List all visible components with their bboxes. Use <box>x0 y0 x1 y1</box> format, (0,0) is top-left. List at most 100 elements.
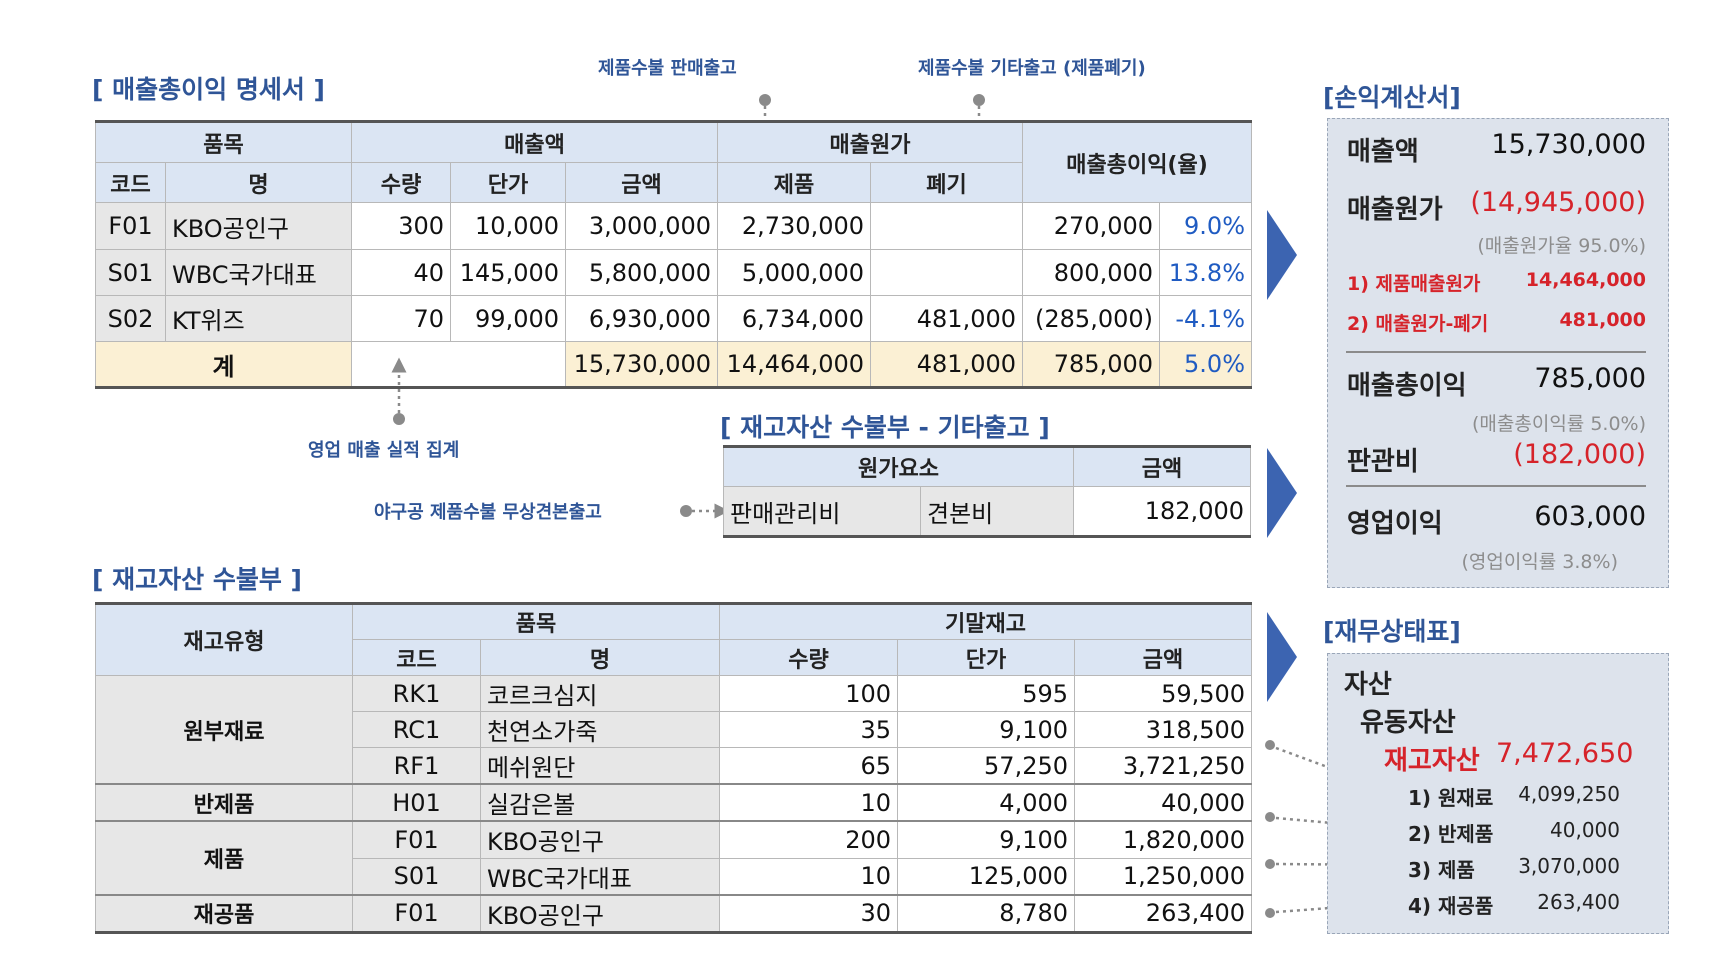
cell-amount: 1,820,000 <box>1074 820 1253 859</box>
inventory-other-title: [ 재고자산 수불부 - 기타출고 ] <box>720 413 1050 442</box>
bs-item-label: 3) 제품 <box>1408 858 1475 882</box>
cogs-value: (14,945,000) <box>1470 187 1646 218</box>
cell-product: 5,000,000 <box>717 249 872 296</box>
cell-code: S01 <box>95 249 166 296</box>
cell-product: 6,734,000 <box>717 295 872 342</box>
connector-semi <box>1265 812 1406 836</box>
total-rate: 5.0% <box>1159 341 1253 388</box>
cell-type: 반제품 <box>95 783 353 822</box>
cell-gp: 270,000 <box>1022 202 1161 250</box>
cell-qty: 200 <box>719 820 899 859</box>
gross-profit-title: [ 매출총이익 명세서 ] <box>92 75 325 104</box>
cogs-label: 매출원가 <box>1347 195 1443 225</box>
cell-name: KBO공인구 <box>479 820 721 859</box>
header-amount: 금액 <box>1074 639 1253 676</box>
cell-amount: 59,500 <box>1074 675 1253 712</box>
cell-qty: 100 <box>719 675 899 712</box>
inventory-table: 재고유형 품목 기말재고 코드 명 수량 단가 금액 원부재료 RK1 코르크심… <box>95 602 1253 934</box>
table-row: RC1 천연소가죽 35 9,100 318,500 <box>96 711 1253 748</box>
chevron-right-icon <box>1267 210 1297 300</box>
cell-rate: 13.8% <box>1159 249 1253 296</box>
header-code: 코드 <box>95 162 166 203</box>
bs-item-value: 40,000 <box>1550 818 1620 842</box>
sga-value: (182,000) <box>1513 439 1646 470</box>
cogs2-label: 2) 매출원가-폐기 <box>1347 313 1489 335</box>
header-cogs: 매출원가 <box>717 121 1024 163</box>
connector-product <box>1265 857 1406 873</box>
cogs2-value: 481,000 <box>1559 309 1646 331</box>
note-other-out: 제품수불 기타출고 (제품폐기) <box>918 58 1146 79</box>
inventory-value: 7,472,650 <box>1496 738 1634 769</box>
header-price: 단가 <box>897 639 1076 676</box>
cell-qty: 40 <box>351 249 452 296</box>
cell-code: H01 <box>352 783 481 822</box>
cell-amount: 182,000 <box>1073 486 1251 537</box>
arrow-sales-agg <box>391 357 407 425</box>
cell-type: 원부재료 <box>95 675 353 785</box>
cell-name: KBO공인구 <box>164 202 353 250</box>
header-qty: 수량 <box>719 639 899 676</box>
table-row: 판매관리비 견본비 182,000 <box>723 486 1251 537</box>
sales-value: 15,730,000 <box>1491 129 1646 160</box>
chevron-right-icon <box>1267 612 1297 702</box>
balance-sheet-title: [재무상태표] <box>1323 617 1461 646</box>
operating-income-value: 603,000 <box>1534 501 1646 532</box>
cell-price: 9,100 <box>897 820 1076 859</box>
cell-disposal <box>870 202 1024 250</box>
cell-qty: 65 <box>719 747 899 785</box>
cell-qty: 10 <box>719 857 899 895</box>
cell-amount: 40,000 <box>1074 783 1253 822</box>
inventory-title: [ 재고자산 수불부 ] <box>92 565 302 594</box>
table-row: 재공품 F01 KBO공인구 30 8,780 263,400 <box>95 894 1253 933</box>
operating-income-label: 영업이익 <box>1347 509 1443 539</box>
cell-price: 8,780 <box>897 894 1076 933</box>
bs-item-value: 263,400 <box>1537 890 1620 914</box>
cell-gp: (285,000) <box>1022 295 1161 342</box>
header-gross-profit: 매출총이익(율) <box>1022 121 1253 203</box>
cell-price: 57,250 <box>897 747 1076 785</box>
cell-amount: 263,400 <box>1074 894 1253 933</box>
header-code: 코드 <box>352 639 481 676</box>
cell-qty: 10 <box>719 783 899 822</box>
sga-label: 판관비 <box>1347 447 1419 477</box>
cell-price: 125,000 <box>897 857 1076 895</box>
gross-profit-value: 785,000 <box>1534 363 1646 394</box>
cell-amount: 6,930,000 <box>565 295 719 342</box>
cell-qty: 70 <box>351 295 452 342</box>
total-gp: 785,000 <box>1022 341 1161 388</box>
header-cost-element: 원가요소 <box>723 446 1074 487</box>
current-assets-label: 유동자산 <box>1360 708 1456 738</box>
table-row: RF1 메쉬원단 65 57,250 3,721,250 <box>96 747 1253 785</box>
table-row: S01 WBC국가대표 40 145,000 5,800,000 5,000,0… <box>95 249 1253 296</box>
cell-code: RK1 <box>352 675 481 712</box>
header-disposal: 폐기 <box>870 162 1024 203</box>
income-statement-panel: 매출액 15,730,000 매출원가 (14,945,000) (매출원가율 … <box>1327 118 1669 588</box>
cell-name: KBO공인구 <box>479 894 721 933</box>
cell-code: S01 <box>352 857 481 895</box>
cell-name: WBC국가대표 <box>479 857 721 895</box>
bs-item-value: 3,070,000 <box>1518 854 1620 878</box>
cell-qty: 35 <box>719 711 899 748</box>
bs-item-label: 1) 원재료 <box>1408 786 1494 810</box>
cell-name: WBC국가대표 <box>164 249 353 296</box>
note-sales-out: 제품수불 판매출고 <box>598 58 737 79</box>
cogs1-value: 14,464,000 <box>1525 269 1646 291</box>
cell-name: 메쉬원단 <box>479 747 721 785</box>
cell-type: 제품 <box>95 820 353 895</box>
divider <box>1346 485 1646 487</box>
cell-code: RF1 <box>352 747 481 785</box>
bs-item-label: 2) 반제품 <box>1408 822 1494 846</box>
header-item: 품목 <box>351 603 721 640</box>
inventory-other-table: 원가요소 금액 판매관리비 견본비 182,000 <box>723 445 1251 538</box>
total-disposal: 481,000 <box>870 341 1024 388</box>
bs-item-label: 4) 재공품 <box>1408 894 1494 918</box>
table-row: 원부재료 RK1 코르크심지 100 595 59,500 <box>95 675 1253 785</box>
gross-profit-rate: (매출총이익률 5.0%) <box>1471 413 1646 435</box>
cell-rate: -4.1% <box>1159 295 1253 342</box>
cell-name: KT위즈 <box>164 295 353 342</box>
cell-code: S02 <box>95 295 166 342</box>
cell-price: 4,000 <box>897 783 1076 822</box>
cell-code: RC1 <box>352 711 481 748</box>
operating-income-rate: (영업이익률 3.8%) <box>1461 551 1618 573</box>
sales-label: 매출액 <box>1347 137 1419 167</box>
